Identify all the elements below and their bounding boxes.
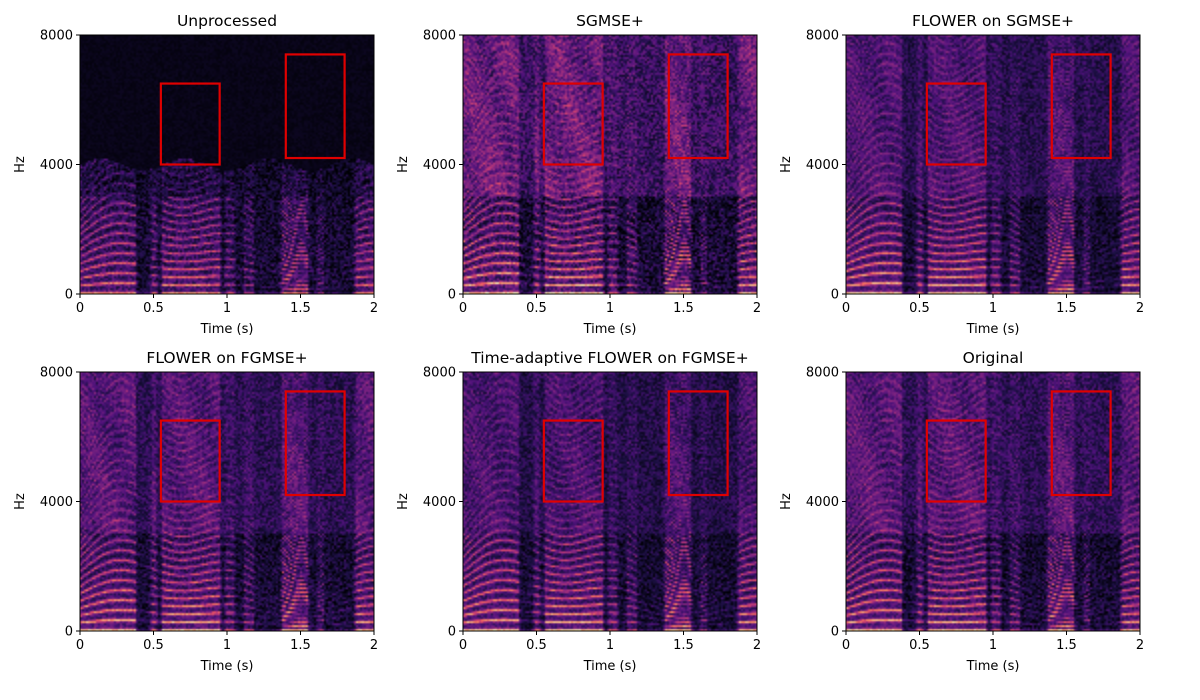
x-axis-label: Time (s) [200, 322, 254, 337]
y-tick-label: 0 [448, 625, 456, 640]
y-tick-label: 8000 [806, 366, 839, 381]
x-tick-label: 0 [459, 301, 467, 316]
spectrogram-panel: Time-adaptive FLOWER on FGMSE+ 0 0.5 1 1.5 2 0… [396, 349, 761, 674]
y-tick-label: 8000 [40, 29, 73, 44]
x-tick-label: 0.5 [909, 301, 930, 316]
x-tick-label: 0.5 [526, 301, 547, 316]
highlight-box [542, 419, 604, 503]
highlight-box [542, 82, 604, 166]
x-tick-label: 1.5 [673, 638, 694, 653]
x-tick-label: 2 [1136, 638, 1144, 653]
spectrogram-panel: SGMSE+ 0 0.5 1 1.5 2 0 4000 8000 Time (s) Hz [396, 12, 761, 337]
highlight-box [925, 419, 987, 503]
y-tick-label: 4000 [806, 158, 839, 173]
x-axis-label: Time (s) [966, 659, 1020, 674]
x-axis-label: Time (s) [966, 322, 1020, 337]
x-axis-label: Time (s) [583, 659, 637, 674]
highlight-box [1050, 53, 1112, 160]
x-tick-label: 2 [370, 638, 378, 653]
x-tick-label: 0.5 [143, 301, 164, 316]
x-axis-label: Time (s) [200, 659, 254, 674]
y-tick-label: 8000 [806, 29, 839, 44]
x-tick-label: 1 [989, 638, 997, 653]
x-tick-label: 2 [753, 638, 761, 653]
highlight-box [284, 53, 346, 160]
y-tick-label: 0 [448, 288, 456, 303]
x-tick-label: 1 [223, 301, 231, 316]
highlight-box [667, 390, 729, 497]
x-tick-label: 1.5 [1056, 301, 1077, 316]
y-axis-label: Hz [396, 493, 411, 510]
y-tick-label: 0 [65, 625, 73, 640]
y-tick-label: 0 [831, 625, 839, 640]
x-tick-label: 1 [223, 638, 231, 653]
y-axis-label: Hz [779, 493, 794, 510]
y-tick-label: 4000 [40, 158, 73, 173]
x-tick-label: 0.5 [909, 638, 930, 653]
x-tick-label: 1.5 [290, 301, 311, 316]
y-tick-label: 8000 [423, 29, 456, 44]
x-tick-label: 1.5 [1056, 638, 1077, 653]
x-tick-label: 2 [1136, 301, 1144, 316]
y-tick-label: 8000 [423, 366, 456, 381]
panel-title: Unprocessed [177, 12, 277, 30]
y-tick-label: 0 [65, 288, 73, 303]
highlight-box [159, 82, 221, 166]
panel-title: FLOWER on FGMSE+ [146, 349, 307, 367]
spectrogram-panel: FLOWER on FGMSE+ 0 0.5 1 1.5 2 0 4000 8000 Time (… [13, 349, 378, 674]
y-tick-label: 4000 [40, 495, 73, 510]
highlight-box [1050, 390, 1112, 497]
x-tick-label: 2 [753, 301, 761, 316]
x-tick-label: 1.5 [673, 301, 694, 316]
spectrogram-panel: Original 0 0.5 1 1.5 2 0 4000 8000 Time (s) Hz [779, 349, 1144, 674]
y-axis-label: Hz [396, 156, 411, 173]
x-tick-label: 0.5 [526, 638, 547, 653]
x-tick-label: 2 [370, 301, 378, 316]
y-axis-label: Hz [13, 156, 28, 173]
spectrogram-panel: Unprocessed 0 0.5 1 1.5 2 0 4000 8000 Time (s) Hz [13, 12, 378, 337]
y-tick-label: 0 [831, 288, 839, 303]
x-tick-label: 0.5 [143, 638, 164, 653]
panel-title: FLOWER on SGMSE+ [912, 12, 1074, 30]
x-tick-label: 0 [76, 638, 84, 653]
highlight-box [159, 419, 221, 503]
spectrogram-image [463, 35, 757, 294]
y-tick-label: 4000 [806, 495, 839, 510]
x-tick-label: 0 [76, 301, 84, 316]
y-axis-label: Hz [779, 156, 794, 173]
highlight-box [284, 390, 346, 497]
highlight-box [667, 53, 729, 160]
x-tick-label: 1 [989, 301, 997, 316]
spectrogram-image [80, 372, 374, 631]
spectrogram-image [80, 35, 374, 294]
x-tick-label: 0 [459, 638, 467, 653]
spectrogram-image [463, 372, 757, 631]
y-tick-label: 4000 [423, 495, 456, 510]
y-tick-label: 4000 [423, 158, 456, 173]
panel-title: Time-adaptive FLOWER on FGMSE+ [470, 349, 748, 367]
spectrogram-panel: FLOWER on SGMSE+ 0 0.5 1 1.5 2 0 4000 8000 Time (… [779, 12, 1144, 337]
spectrogram-image [846, 35, 1140, 294]
x-tick-label: 1.5 [290, 638, 311, 653]
x-tick-label: 0 [842, 301, 850, 316]
y-axis-label: Hz [13, 493, 28, 510]
x-tick-label: 0 [842, 638, 850, 653]
spectrogram-image [846, 372, 1140, 631]
x-axis-label: Time (s) [583, 322, 637, 337]
highlight-box [925, 82, 987, 166]
panel-title: SGMSE+ [576, 12, 644, 30]
y-tick-label: 8000 [40, 366, 73, 381]
panel-title: Original [963, 349, 1024, 367]
x-tick-label: 1 [606, 301, 614, 316]
x-tick-label: 1 [606, 638, 614, 653]
